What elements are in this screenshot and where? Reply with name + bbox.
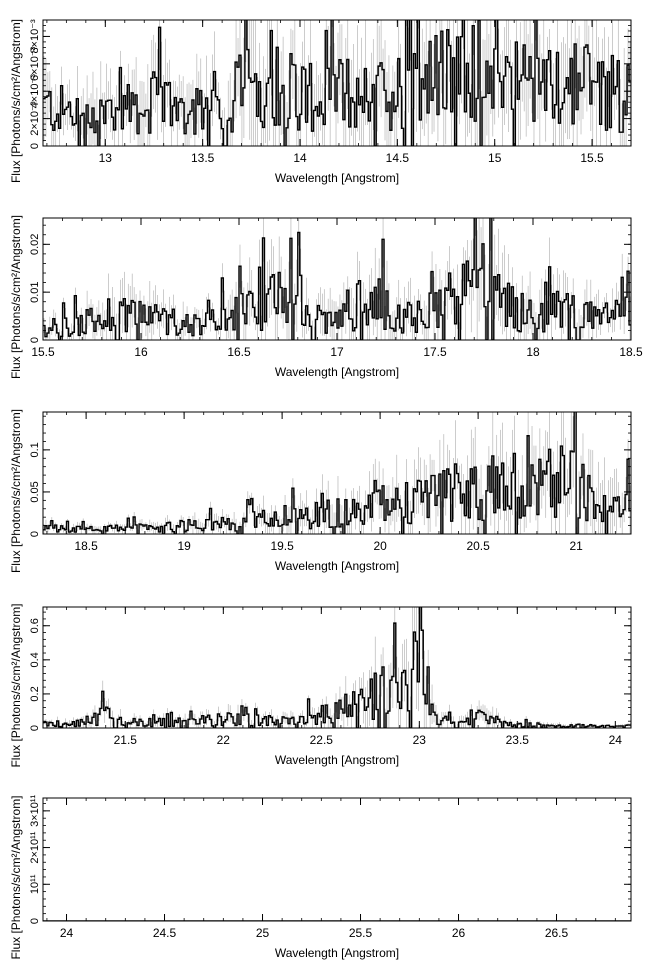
x-tick-label: 13 (99, 151, 113, 165)
x-tick-label: 24 (609, 733, 623, 747)
x-tick-label: 19.5 (270, 539, 294, 553)
x-axis-label: Wavelength [Angstrom] (275, 171, 399, 185)
data-area (43, 607, 631, 728)
chart-panel-4: 21.5 22 22.5 23 23.5 24 0 0.2 0.4 0.6 Wavelength [… (9, 603, 632, 768)
x-tick-label: 24 (60, 926, 74, 940)
x-tick-label: 16 (134, 345, 148, 359)
y-axis-label: Flux [Photons/s/cm²/Angstrom] (9, 603, 23, 767)
x-tick-label: 18.5 (619, 345, 643, 359)
x-tick-label: 23.5 (506, 733, 530, 747)
x-tick-label: 16.5 (227, 345, 251, 359)
y-tick-label: 0 (29, 531, 41, 537)
x-tick-label: 20.5 (466, 539, 490, 553)
y-tick-label: 8×10⁻³ (29, 19, 41, 54)
y-tick-label: 3×10¹¹ (29, 794, 41, 826)
y-tick-label: 2×10⁻³ (29, 101, 41, 136)
x-tick-label: 26 (452, 926, 466, 940)
x-tick-label: 15.5 (580, 151, 604, 165)
x-tick-label: 26.5 (545, 926, 569, 940)
x-tick-label: 15 (488, 151, 502, 165)
x-tick-label: 17 (330, 345, 344, 359)
x-axis-label: Wavelength [Angstrom] (275, 365, 399, 379)
x-tick-label: 14.5 (386, 151, 410, 165)
x-tick-label: 18.5 (74, 539, 98, 553)
x-tick-label: 13.5 (191, 151, 215, 165)
y-tick-label: 2×10¹¹ (29, 831, 41, 863)
x-tick-label: 22 (217, 733, 231, 747)
y-axis-label: Flux [Photons/s/cm²/Angstrom] (9, 409, 23, 573)
plot-frame (42, 19, 632, 147)
data-area (43, 218, 631, 340)
y-tick-label: 0.05 (29, 481, 41, 502)
x-tick-label: 25 (256, 926, 270, 940)
spectrum-line (43, 607, 631, 728)
y-tick-label: 0 (29, 918, 41, 924)
chart-panel-2: 15.5 16 16.5 17 17.5 18 18.5 0 0.01 0.02 Wavelengt… (9, 215, 643, 379)
x-tick-label: 24.5 (153, 926, 177, 940)
x-axis-label: Wavelength [Angstrom] (275, 559, 399, 573)
x-tick-label: 14 (293, 151, 307, 165)
plot-frame (42, 797, 632, 922)
x-tick-label: 15.5 (31, 345, 55, 359)
y-tick-label: 0 (29, 143, 41, 149)
spectrum-line (43, 20, 631, 146)
y-axis-label: Flux [Photons/s/cm²/Angstrom] (9, 215, 23, 379)
x-axis-label: Wavelength [Angstrom] (275, 753, 399, 767)
y-tick-label: 6×10⁻³ (29, 46, 41, 81)
x-tick-label: 21.5 (114, 733, 138, 747)
y-tick-label: 0.6 (29, 618, 41, 633)
spectrum-line (43, 412, 631, 534)
chart-panel-5: 24 24.5 25 25.5 26 26.5 0 10¹¹ 2×10¹¹ 3×10¹¹ Wavel… (9, 794, 632, 960)
chart-panel-3: 18.5 19 19.5 20 20.5 21 0 0.05 0.1 Wavelength [An… (9, 409, 632, 573)
x-tick-label: 18 (526, 345, 540, 359)
plot-frame (42, 606, 632, 729)
spectrum-line (43, 218, 631, 340)
y-tick-label: 0 (29, 725, 41, 731)
x-tick-label: 20 (373, 539, 387, 553)
data-area (43, 20, 631, 146)
x-tick-label: 23 (413, 733, 427, 747)
y-tick-label: 0 (29, 337, 41, 343)
y-tick-label: 0.01 (29, 281, 41, 302)
y-tick-label: 0.2 (29, 686, 41, 701)
x-tick-label: 21 (569, 539, 583, 553)
error-bars (43, 607, 631, 728)
y-tick-label: 0.1 (29, 442, 41, 457)
plot-frame (42, 411, 632, 535)
y-tick-label: 0.02 (29, 234, 41, 255)
y-tick-label: 4×10⁻³ (29, 74, 41, 109)
y-tick-label: 10¹¹ (29, 874, 41, 894)
y-tick-label: 0.4 (29, 652, 41, 667)
x-tick-label: 22.5 (310, 733, 334, 747)
y-axis-label: Flux [Photons/s/cm²/Angstrom] (9, 795, 23, 959)
y-axis-label: Flux [Photons/s/cm²/Angstrom] (9, 19, 23, 183)
x-tick-label: 25.5 (349, 926, 373, 940)
x-axis-label: Wavelength [Angstrom] (275, 946, 399, 960)
chart-panel-1: 13 13.5 14 14.5 15 15.5 0 2×10⁻³4×10⁻³6×10⁻³8×1… (9, 19, 632, 185)
data-area (43, 412, 631, 534)
x-tick-label: 19 (177, 539, 191, 553)
x-tick-label: 17.5 (423, 345, 447, 359)
